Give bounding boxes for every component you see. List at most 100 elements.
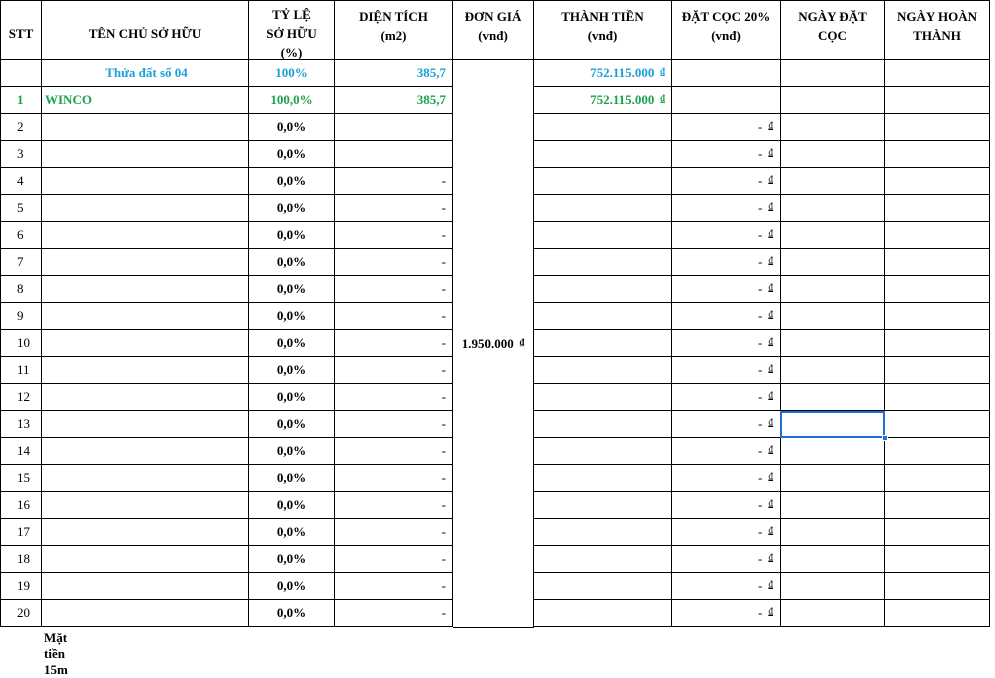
area-cell[interactable]: - <box>335 303 453 330</box>
ratio-cell[interactable]: 0,0% <box>249 519 335 546</box>
stt-cell[interactable]: 3 <box>0 141 42 168</box>
ratio-cell[interactable]: 0,0% <box>249 411 335 438</box>
ratio-cell[interactable]: 0,0% <box>249 357 335 384</box>
owner-cell[interactable] <box>42 411 249 438</box>
plot-stt-cell[interactable] <box>0 60 42 87</box>
owner-cell[interactable] <box>42 438 249 465</box>
total-cell[interactable] <box>534 573 672 600</box>
owner-cell[interactable]: WINCO <box>42 87 249 114</box>
stt-cell[interactable]: 12 <box>0 384 42 411</box>
area-cell[interactable]: - <box>335 411 453 438</box>
total-cell[interactable] <box>534 114 672 141</box>
finish-date-cell[interactable] <box>885 492 990 519</box>
plot-deposit-cell[interactable] <box>672 60 781 87</box>
stt-cell[interactable]: 16 <box>0 492 42 519</box>
finish-date-cell[interactable] <box>885 357 990 384</box>
stt-cell[interactable]: 19 <box>0 573 42 600</box>
deposit-date-cell[interactable] <box>781 519 885 546</box>
area-cell[interactable]: - <box>335 465 453 492</box>
deposit-date-cell[interactable] <box>781 573 885 600</box>
deposit-cell[interactable]: - ₫ <box>672 411 781 438</box>
owner-cell[interactable] <box>42 114 249 141</box>
deposit-date-cell[interactable] <box>781 222 885 249</box>
ratio-cell[interactable]: 0,0% <box>249 492 335 519</box>
deposit-date-cell[interactable] <box>781 438 885 465</box>
total-cell[interactable] <box>534 546 672 573</box>
area-cell[interactable]: - <box>335 492 453 519</box>
stt-cell[interactable]: 9 <box>0 303 42 330</box>
total-cell[interactable] <box>534 357 672 384</box>
finish-date-cell[interactable] <box>885 87 990 114</box>
area-cell[interactable]: - <box>335 600 453 627</box>
fill-handle[interactable] <box>882 435 888 441</box>
finish-date-cell[interactable] <box>885 222 990 249</box>
stt-cell[interactable]: 18 <box>0 546 42 573</box>
total-cell[interactable] <box>534 519 672 546</box>
stt-cell[interactable]: 17 <box>0 519 42 546</box>
finish-date-cell[interactable] <box>885 303 990 330</box>
total-cell[interactable] <box>534 249 672 276</box>
area-cell[interactable]: - <box>335 330 453 357</box>
total-cell[interactable] <box>534 303 672 330</box>
finish-date-cell[interactable] <box>885 546 990 573</box>
owner-cell[interactable] <box>42 303 249 330</box>
deposit-cell[interactable]: - ₫ <box>672 249 781 276</box>
finish-date-cell[interactable] <box>885 249 990 276</box>
header-deposit-date[interactable]: NGÀY ĐẶT CỌC <box>781 0 885 60</box>
owner-cell[interactable] <box>42 573 249 600</box>
total-cell[interactable] <box>534 195 672 222</box>
ratio-cell[interactable]: 0,0% <box>249 303 335 330</box>
stt-cell[interactable]: 2 <box>0 114 42 141</box>
total-cell[interactable]: 752.115.000 ₫ <box>534 87 672 114</box>
owner-cell[interactable] <box>42 384 249 411</box>
plot-finish-date-cell[interactable] <box>885 60 990 87</box>
ratio-cell[interactable]: 0,0% <box>249 573 335 600</box>
total-cell[interactable] <box>534 168 672 195</box>
deposit-date-cell[interactable] <box>781 330 885 357</box>
deposit-date-cell[interactable] <box>781 492 885 519</box>
stt-cell[interactable]: 1 <box>0 87 42 114</box>
deposit-cell[interactable]: - ₫ <box>672 330 781 357</box>
deposit-cell[interactable]: - ₫ <box>672 600 781 627</box>
deposit-date-cell[interactable] <box>781 600 885 627</box>
owner-cell[interactable] <box>42 357 249 384</box>
owner-cell[interactable] <box>42 222 249 249</box>
ratio-cell[interactable]: 0,0% <box>249 195 335 222</box>
total-cell[interactable] <box>534 600 672 627</box>
stt-cell[interactable]: 4 <box>0 168 42 195</box>
deposit-cell[interactable]: - ₫ <box>672 141 781 168</box>
ratio-cell[interactable]: 0,0% <box>249 546 335 573</box>
area-cell[interactable]: - <box>335 249 453 276</box>
plot-total-cell[interactable]: 752.115.000 ₫ <box>534 60 672 87</box>
ratio-cell[interactable]: 0,0% <box>249 168 335 195</box>
stt-cell[interactable]: 14 <box>0 438 42 465</box>
deposit-date-cell[interactable] <box>781 465 885 492</box>
owner-cell[interactable] <box>42 276 249 303</box>
finish-date-cell[interactable] <box>885 438 990 465</box>
deposit-cell[interactable]: - ₫ <box>672 195 781 222</box>
deposit-date-cell[interactable] <box>781 384 885 411</box>
area-cell[interactable]: - <box>335 168 453 195</box>
stt-cell[interactable]: 20 <box>0 600 42 627</box>
finish-date-cell[interactable] <box>885 411 990 438</box>
owner-cell[interactable] <box>42 492 249 519</box>
deposit-cell[interactable]: - ₫ <box>672 465 781 492</box>
deposit-date-cell[interactable] <box>781 249 885 276</box>
header-ratio[interactable]: TỶ LỆ SỞ HỮU (%) <box>249 0 335 60</box>
plot-ratio-cell[interactable]: 100% <box>249 60 335 87</box>
deposit-cell[interactable]: - ₫ <box>672 438 781 465</box>
deposit-date-cell[interactable] <box>781 195 885 222</box>
finish-date-cell[interactable] <box>885 141 990 168</box>
ratio-cell[interactable]: 0,0% <box>249 384 335 411</box>
stt-cell[interactable]: 7 <box>0 249 42 276</box>
area-cell[interactable]: - <box>335 519 453 546</box>
plot-area-cell[interactable]: 385,7 <box>335 60 453 87</box>
stt-cell[interactable]: 10 <box>0 330 42 357</box>
area-cell[interactable]: 385,7 <box>335 87 453 114</box>
deposit-cell[interactable]: - ₫ <box>672 546 781 573</box>
ratio-cell[interactable]: 0,0% <box>249 141 335 168</box>
deposit-cell[interactable]: - ₫ <box>672 573 781 600</box>
total-cell[interactable] <box>534 222 672 249</box>
finish-date-cell[interactable] <box>885 276 990 303</box>
total-cell[interactable] <box>534 384 672 411</box>
